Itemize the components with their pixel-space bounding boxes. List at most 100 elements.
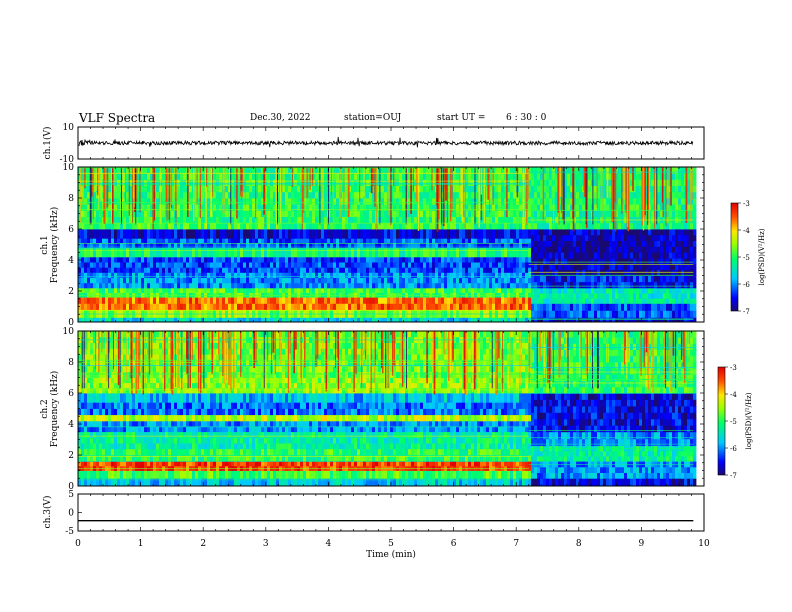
ch1-spec-cell	[186, 242, 190, 248]
ch1-spec-cell	[219, 247, 223, 258]
ch1-spec-cell	[411, 198, 415, 205]
ch1-spec-cell	[237, 173, 241, 180]
ch1-spec-cell	[237, 198, 241, 205]
ch1-spec-cell	[237, 287, 241, 293]
ch1-spec-cell	[138, 262, 142, 268]
ch1-spec-cell	[582, 198, 586, 205]
ch1-spec-cell	[429, 222, 433, 230]
ch1-spec-cell	[87, 210, 91, 217]
ch1-spec-cell	[123, 238, 127, 244]
ch1-spec-cell	[600, 222, 604, 230]
ch1-spec-cell	[96, 216, 100, 224]
ch1-spec-cell	[543, 229, 547, 236]
ch1-spec-cell	[372, 272, 376, 278]
ch1-spec-cell	[423, 242, 427, 248]
ch1-spec-cell	[81, 210, 85, 217]
ch1-spec-cell	[564, 229, 568, 236]
ch1-spec-cell	[267, 242, 271, 248]
ch1-spec-cell	[96, 229, 100, 239]
ch1-spec-cell	[591, 303, 595, 311]
ch1-spec-cell	[390, 185, 394, 193]
ch1-spec-cell	[561, 229, 565, 236]
ch1-spec-cell	[216, 277, 220, 284]
ch1-spec-cell	[531, 229, 535, 236]
ch1-spec-cell	[624, 246, 628, 253]
ch1-spec-cell	[489, 303, 493, 310]
ch1-spec-cell	[549, 204, 553, 211]
ch1-spec-cell	[507, 179, 511, 186]
ch1-spec-cell	[513, 297, 517, 304]
ch1-spec-cell	[117, 287, 121, 293]
ch1-spec-cell	[366, 242, 370, 248]
ch1-spec-cell	[216, 210, 220, 217]
ch1-spec-cell	[90, 247, 94, 258]
ch1-spec-cell	[294, 204, 298, 211]
ch1-spec-cell	[609, 269, 613, 276]
ch1-spec-cell	[213, 277, 217, 284]
ch1-spec-cell	[216, 317, 220, 323]
ch1-spec-cell	[222, 282, 226, 289]
ch1-spec-cell	[402, 222, 406, 230]
ch1-spec-cell	[621, 204, 625, 211]
ch1-spec-cell	[375, 317, 379, 323]
ch1-spec-cell	[531, 298, 535, 304]
ch1-spec-cell	[231, 222, 235, 230]
ch1-spec-cell	[180, 303, 184, 310]
ch1-spec-cell	[198, 179, 202, 186]
ch1-spec-cell	[567, 173, 571, 180]
ch1-spec-cell	[531, 281, 535, 289]
ch1-spec-cell	[381, 191, 385, 199]
ch1-spec-cell	[471, 282, 475, 289]
ch1-spec-cell	[303, 303, 307, 310]
ch1-spec-cell	[180, 216, 184, 224]
ch1-spec-cell	[531, 287, 535, 294]
ch1-spec-cell	[324, 222, 328, 230]
ch1-spec-cell	[390, 262, 394, 268]
ch1-spec-cell	[552, 317, 556, 323]
ch1-spec-cell	[414, 222, 418, 230]
ch1-spec-cell	[300, 256, 304, 263]
ch1-spec-cell	[168, 238, 172, 244]
ch1-spec-cell	[258, 297, 262, 304]
ch1-spec-cell	[150, 262, 154, 268]
ch1-spec-cell	[621, 167, 625, 174]
ch1-spec-cell	[276, 303, 280, 310]
ch1-spec-cell	[129, 292, 133, 298]
ch1-spec-cell	[396, 256, 400, 263]
ch1-spec-cell	[477, 256, 481, 263]
ch1-spec-cell	[264, 198, 268, 205]
ch1-spec-cell	[504, 242, 508, 248]
ch1-spec-cell	[102, 267, 106, 273]
ch1-spec-cell	[528, 277, 532, 284]
ch1-spec-cell	[636, 198, 640, 205]
ch1-spec-cell	[96, 297, 100, 304]
ch1-spec-cell	[306, 204, 310, 211]
ch1-spec-cell	[132, 317, 136, 323]
ch1-spec-cell	[543, 303, 547, 311]
ch1-spec-cell	[612, 281, 616, 289]
ch1-spec-cell	[558, 293, 562, 299]
ch1-spec-cell	[519, 303, 523, 310]
ch1-spec-cell	[285, 204, 289, 211]
ch1-spec-cell	[621, 179, 625, 186]
ch1-spec-cell	[153, 267, 157, 273]
ch1-spec-cell	[147, 198, 151, 205]
ch1-spec-cell	[279, 272, 283, 278]
ch1-spec-cell	[111, 247, 115, 258]
ch1-spec-cell	[279, 303, 283, 310]
ch1-spec-cell	[570, 317, 574, 323]
ch1-spec-cell	[534, 204, 538, 211]
ch1-spec-cell	[369, 173, 373, 180]
ch1-spec-cell	[579, 252, 583, 259]
ch1-spec-cell	[108, 179, 112, 186]
ch1-spec-cell	[309, 277, 313, 284]
ch1-spec-cell	[273, 204, 277, 211]
ch1-spec-cell	[285, 167, 289, 174]
ch1-spec-cell	[330, 198, 334, 205]
ch1-spec-cell	[198, 287, 202, 293]
ch1-spec-cell	[483, 262, 487, 268]
ch1-spec-cell	[570, 240, 574, 247]
ch1-spec-cell	[546, 310, 550, 318]
ch1-spec-cell	[270, 297, 274, 304]
ch1-spec-cell	[474, 282, 478, 289]
